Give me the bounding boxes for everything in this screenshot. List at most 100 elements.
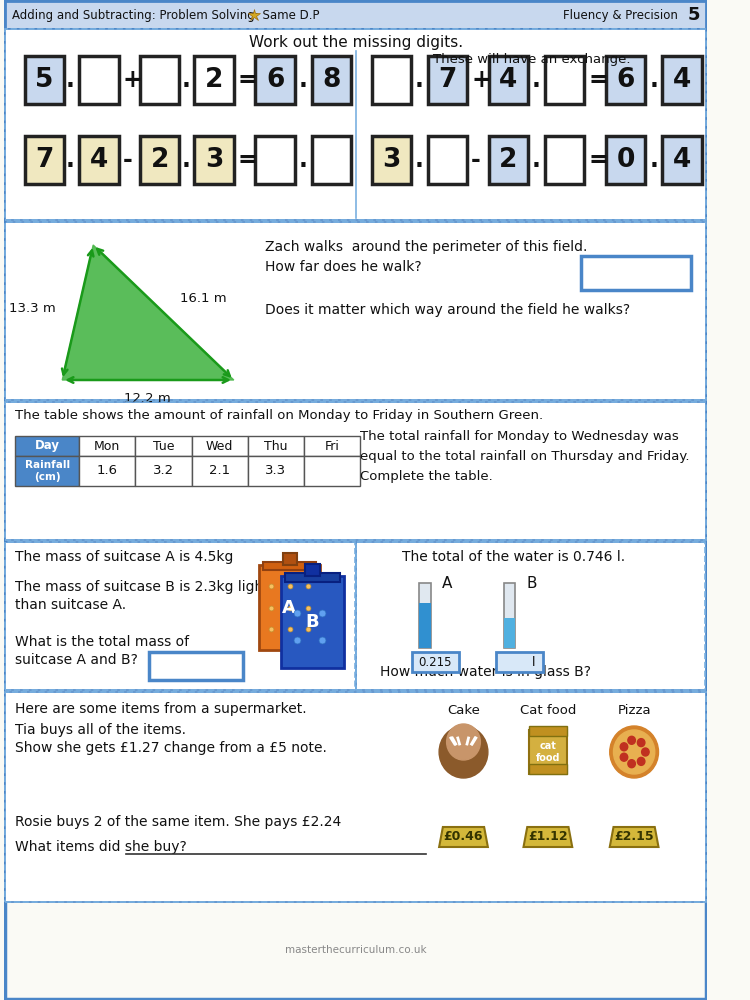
- Bar: [5, 29, 706, 220]
- Text: 0: 0: [616, 147, 634, 173]
- Bar: [372, 136, 411, 184]
- Bar: [80, 136, 118, 184]
- Bar: [5, 222, 706, 400]
- Text: .: .: [298, 68, 307, 92]
- Text: 1.6: 1.6: [97, 464, 118, 478]
- Bar: [427, 136, 467, 184]
- Bar: [135, 436, 192, 456]
- Text: Tia buys all of the items.: Tia buys all of the items.: [16, 723, 186, 737]
- Bar: [80, 56, 118, 104]
- Text: Rainfall
(cm): Rainfall (cm): [25, 460, 70, 482]
- Bar: [5, 402, 706, 540]
- Bar: [140, 56, 179, 104]
- Bar: [255, 56, 295, 104]
- Text: £0.46: £0.46: [444, 830, 483, 844]
- Bar: [5, 692, 706, 902]
- Text: A: A: [442, 576, 453, 591]
- Circle shape: [610, 726, 658, 778]
- Circle shape: [614, 730, 655, 774]
- Circle shape: [638, 757, 645, 765]
- Text: What is the total mass of: What is the total mass of: [16, 635, 190, 649]
- Bar: [304, 436, 360, 456]
- Text: The total rainfall for Monday to Wednesday was
equal to the total rainfall on Th: The total rainfall for Monday to Wednesd…: [360, 430, 690, 483]
- Bar: [305, 564, 320, 576]
- Bar: [80, 456, 135, 486]
- Text: 7: 7: [35, 147, 54, 173]
- Bar: [25, 56, 64, 104]
- Bar: [248, 436, 304, 456]
- Bar: [280, 576, 344, 668]
- Text: Does it matter which way around the field he walks?: Does it matter which way around the fiel…: [265, 303, 630, 317]
- Text: Here are some items from a supermarket.: Here are some items from a supermarket.: [16, 702, 307, 716]
- Text: Fluency & Precision: Fluency & Precision: [562, 8, 678, 21]
- Text: Show she gets £1.27 change from a £5 note.: Show she gets £1.27 change from a £5 not…: [16, 741, 327, 755]
- Text: The table shows the amount of rainfall on Monday to Friday in Southern Green.: The table shows the amount of rainfall o…: [16, 410, 544, 422]
- Text: .: .: [649, 148, 658, 172]
- Bar: [545, 136, 584, 184]
- Text: Adding and Subtracting: Problem Solving: Same D.P: Adding and Subtracting: Problem Solving:…: [12, 8, 320, 21]
- Bar: [262, 562, 316, 570]
- Text: £1.12: £1.12: [528, 830, 568, 844]
- Bar: [312, 136, 351, 184]
- Bar: [5, 692, 706, 902]
- Polygon shape: [610, 827, 658, 847]
- Text: 12.2 m: 12.2 m: [124, 392, 171, 405]
- Text: -: -: [471, 148, 481, 172]
- Bar: [5, 542, 355, 690]
- Text: Zach walks  around the perimeter of this field.: Zach walks around the perimeter of this …: [265, 240, 587, 254]
- Bar: [5, 222, 706, 400]
- Text: 3.2: 3.2: [153, 464, 174, 478]
- Bar: [504, 618, 515, 648]
- Bar: [16, 456, 80, 486]
- Text: .: .: [66, 148, 75, 172]
- Text: 3.3: 3.3: [266, 464, 286, 478]
- Circle shape: [447, 724, 480, 760]
- Text: -: -: [122, 148, 132, 172]
- Text: How much water is in glass B?: How much water is in glass B?: [380, 665, 590, 679]
- Text: .: .: [182, 148, 190, 172]
- Text: Cat food: Cat food: [520, 704, 576, 716]
- Bar: [580, 256, 692, 290]
- Text: Thu: Thu: [264, 440, 288, 452]
- Bar: [427, 56, 467, 104]
- Text: 4: 4: [673, 147, 691, 173]
- Circle shape: [440, 726, 488, 778]
- Text: .: .: [415, 148, 424, 172]
- Text: Work out the missing digits.: Work out the missing digits.: [248, 35, 463, 50]
- Text: 5: 5: [35, 67, 54, 93]
- Text: The mass of suitcase A is 4.5kg: The mass of suitcase A is 4.5kg: [16, 550, 234, 564]
- Bar: [545, 56, 584, 104]
- Bar: [304, 456, 360, 486]
- Text: =: =: [238, 148, 257, 172]
- Circle shape: [620, 753, 628, 761]
- Text: Cake: Cake: [447, 704, 480, 716]
- Text: B: B: [526, 576, 537, 591]
- Bar: [419, 603, 430, 648]
- Text: 2.1: 2.1: [209, 464, 230, 478]
- Bar: [530, 764, 567, 774]
- Bar: [662, 56, 702, 104]
- Text: Rosie buys 2 of the same item. She pays £2.24: Rosie buys 2 of the same item. She pays …: [16, 815, 341, 829]
- Bar: [135, 456, 192, 486]
- Bar: [489, 56, 528, 104]
- Bar: [80, 436, 135, 456]
- Text: 2: 2: [205, 67, 224, 93]
- Bar: [283, 553, 296, 565]
- Bar: [5, 29, 706, 220]
- Bar: [412, 652, 459, 672]
- Bar: [606, 136, 645, 184]
- Text: What items did she buy?: What items did she buy?: [16, 840, 188, 854]
- Text: than suitcase A.: than suitcase A.: [16, 598, 127, 612]
- Bar: [489, 136, 528, 184]
- Circle shape: [638, 739, 645, 747]
- Text: Mon: Mon: [94, 440, 120, 452]
- Bar: [530, 730, 567, 774]
- Bar: [662, 136, 702, 184]
- Text: .: .: [298, 148, 307, 172]
- Bar: [356, 542, 706, 690]
- Text: 6: 6: [616, 67, 634, 93]
- Polygon shape: [440, 827, 488, 847]
- Bar: [194, 56, 234, 104]
- Text: B: B: [306, 613, 320, 631]
- Text: 6: 6: [266, 67, 284, 93]
